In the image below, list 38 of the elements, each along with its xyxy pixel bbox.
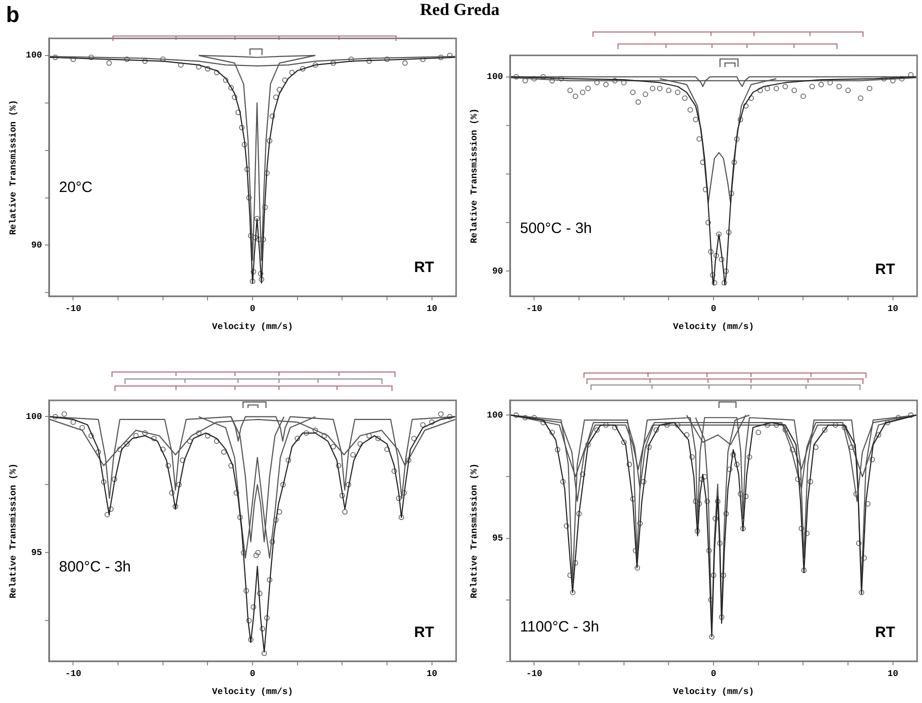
x-axis-title: Velocity (mm/s) [212,322,294,332]
text: b [6,2,20,28]
x-tick-label: -10 [526,304,542,314]
x-axis-title: Velocity (mm/s) [212,686,294,697]
annotation: 1100°C - 3h [520,618,600,636]
x-tick-label: 0 [710,304,716,314]
annotation: 500°C - 3h [520,220,592,238]
x-tick-label: -10 [65,669,82,680]
y-axis-title: Relative Transmission (%) [8,100,19,235]
annotation: RT [414,259,434,276]
y-axis-title: Relative Transmission (%) [470,108,480,244]
y-tick-label: 100 [486,410,504,420]
y-axis-title: Relative Transmission (%) [470,463,480,598]
x-tick-label: -10 [65,304,82,314]
y-tick-label: 95 [31,548,42,558]
x-tick-label: 10 [426,669,438,680]
annotation: RT [875,624,896,641]
x-axis-title: Velocity (mm/s) [673,686,754,697]
annotation: RT [414,624,434,641]
x-tick-label: 0 [710,669,716,680]
y-tick-label: 90 [31,240,42,250]
y-tick-label: 100 [486,72,504,82]
y-tick-label: 90 [492,266,504,276]
x-tick-label: 0 [250,669,256,680]
x-tick-label: -10 [526,669,542,680]
y-tick-label: 100 [26,412,42,422]
x-tick-label: 0 [250,304,256,314]
annotation: RT [875,261,896,278]
x-tick-label: 10 [887,304,898,314]
annotation: 800°C - 3h [59,558,131,576]
annotation: 20°C [59,179,93,196]
y-axis-title: Relative Transmission (%) [8,463,19,598]
x-tick-label: 10 [887,669,898,680]
y-tick-label: 95 [492,534,504,544]
y-tick-label: 100 [26,50,42,61]
x-axis-title: Velocity (mm/s) [673,322,754,332]
chart-title: Red Greda [420,0,500,20]
x-tick-label: 10 [426,304,438,314]
